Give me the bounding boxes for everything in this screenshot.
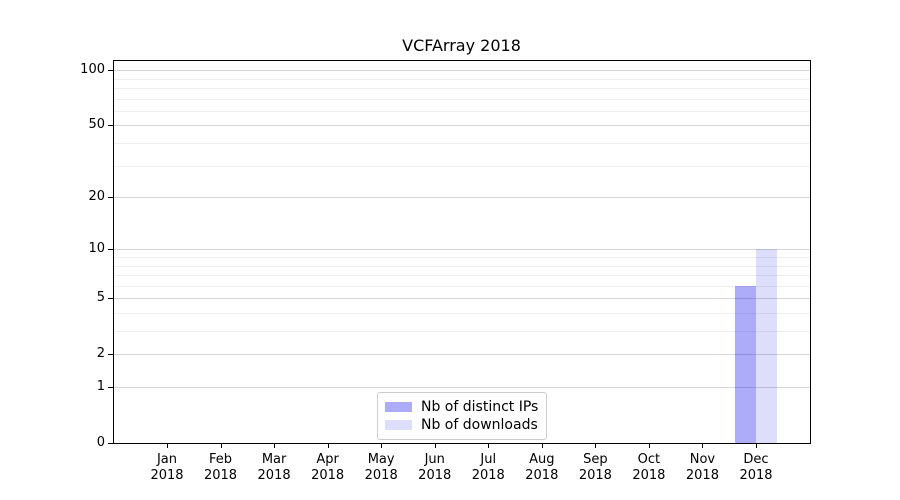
- x-tick-jun: [434, 444, 436, 448]
- y-tick-label-2: 2: [96, 346, 105, 362]
- gridline-major-5: [113, 298, 810, 300]
- x-tick-jul: [488, 444, 490, 448]
- gridline-minor-60: [113, 110, 810, 112]
- x-tick-label-nov: Nov 2018: [685, 452, 719, 483]
- y-tick-5: [108, 298, 113, 300]
- gridline-minor-70: [113, 98, 810, 100]
- legend-item-distinct-ips: Nb of distinct IPs: [385, 398, 538, 416]
- y-tick-1: [108, 387, 113, 388]
- gridline-major-20: [113, 197, 810, 199]
- x-tick-label-jul: Jul 2018: [471, 452, 505, 483]
- grid-layer: [113, 60, 810, 443]
- y-tick-label-50: 50: [88, 117, 105, 133]
- gridline-minor-7: [113, 275, 810, 277]
- gridline-major-100: [113, 70, 810, 72]
- legend-label-distinct-ips: Nb of distinct IPs: [421, 399, 539, 415]
- y-tick-2: [108, 354, 113, 356]
- gridline-minor-6: [113, 285, 810, 287]
- y-tick-0: [108, 443, 113, 444]
- x-tick-label-mar: Mar 2018: [257, 452, 291, 483]
- y-tick-label-100: 100: [80, 62, 105, 78]
- y-tick-label-5: 5: [96, 290, 105, 306]
- y-tick-50: [108, 125, 113, 127]
- gridline-major-1: [113, 387, 810, 388]
- gridline-major-50: [113, 125, 810, 127]
- x-tick-nov: [702, 444, 704, 448]
- gridline-minor-30: [113, 165, 810, 167]
- x-tick-apr: [327, 444, 329, 448]
- bar-nb-of-distinct-ips: [734, 285, 756, 443]
- legend: Nb of distinct IPs Nb of downloads: [377, 392, 547, 440]
- legend-swatch-downloads: [385, 420, 412, 430]
- x-tick-jan: [167, 444, 168, 448]
- y-tick-label-0: 0: [96, 435, 105, 450]
- y-tick-label-10: 10: [88, 241, 105, 257]
- x-tick-sep: [595, 444, 597, 448]
- gridline-minor-90: [113, 78, 810, 80]
- gridline-minor-40: [113, 143, 810, 145]
- bar-layer: [113, 60, 810, 443]
- x-tick-feb: [220, 444, 222, 448]
- x-tick-label-jan: Jan 2018: [150, 452, 184, 483]
- x-tick-may: [381, 444, 383, 448]
- x-tick-label-oct: Oct 2018: [632, 452, 666, 483]
- y-tick-label-1: 1: [96, 379, 105, 394]
- gridline-minor-4: [113, 312, 810, 314]
- legend-label-downloads: Nb of downloads: [421, 417, 538, 433]
- bar-nb-of-downloads: [755, 249, 777, 443]
- x-tick-mar: [274, 444, 276, 448]
- legend-swatch-distinct-ips: [385, 402, 412, 412]
- x-tick-aug: [541, 444, 543, 448]
- legend-item-downloads: Nb of downloads: [385, 416, 538, 434]
- x-tick-label-may: May 2018: [364, 452, 398, 483]
- y-tick-label-20: 20: [88, 189, 105, 205]
- x-tick-dec: [755, 444, 757, 448]
- gridline-minor-9: [113, 257, 810, 258]
- x-tick-label-jun: Jun 2018: [418, 452, 452, 483]
- gridline-minor-80: [113, 88, 810, 90]
- x-tick-label-dec: Dec 2018: [739, 452, 773, 483]
- y-tick-10: [108, 249, 113, 251]
- x-tick-label-apr: Apr 2018: [311, 452, 345, 483]
- x-tick-oct: [648, 444, 650, 448]
- gridline-minor-3: [113, 331, 810, 333]
- x-tick-label-sep: Sep 2018: [578, 452, 612, 483]
- gridline-major-10: [113, 249, 810, 251]
- gridline-major-2: [113, 354, 810, 356]
- gridline-minor-8: [113, 265, 810, 267]
- x-tick-label-aug: Aug 2018: [525, 452, 559, 483]
- y-tick-20: [108, 197, 113, 199]
- y-tick-100: [108, 70, 113, 72]
- chart-title: VCFArray 2018: [402, 36, 521, 55]
- x-tick-label-feb: Feb 2018: [203, 452, 238, 483]
